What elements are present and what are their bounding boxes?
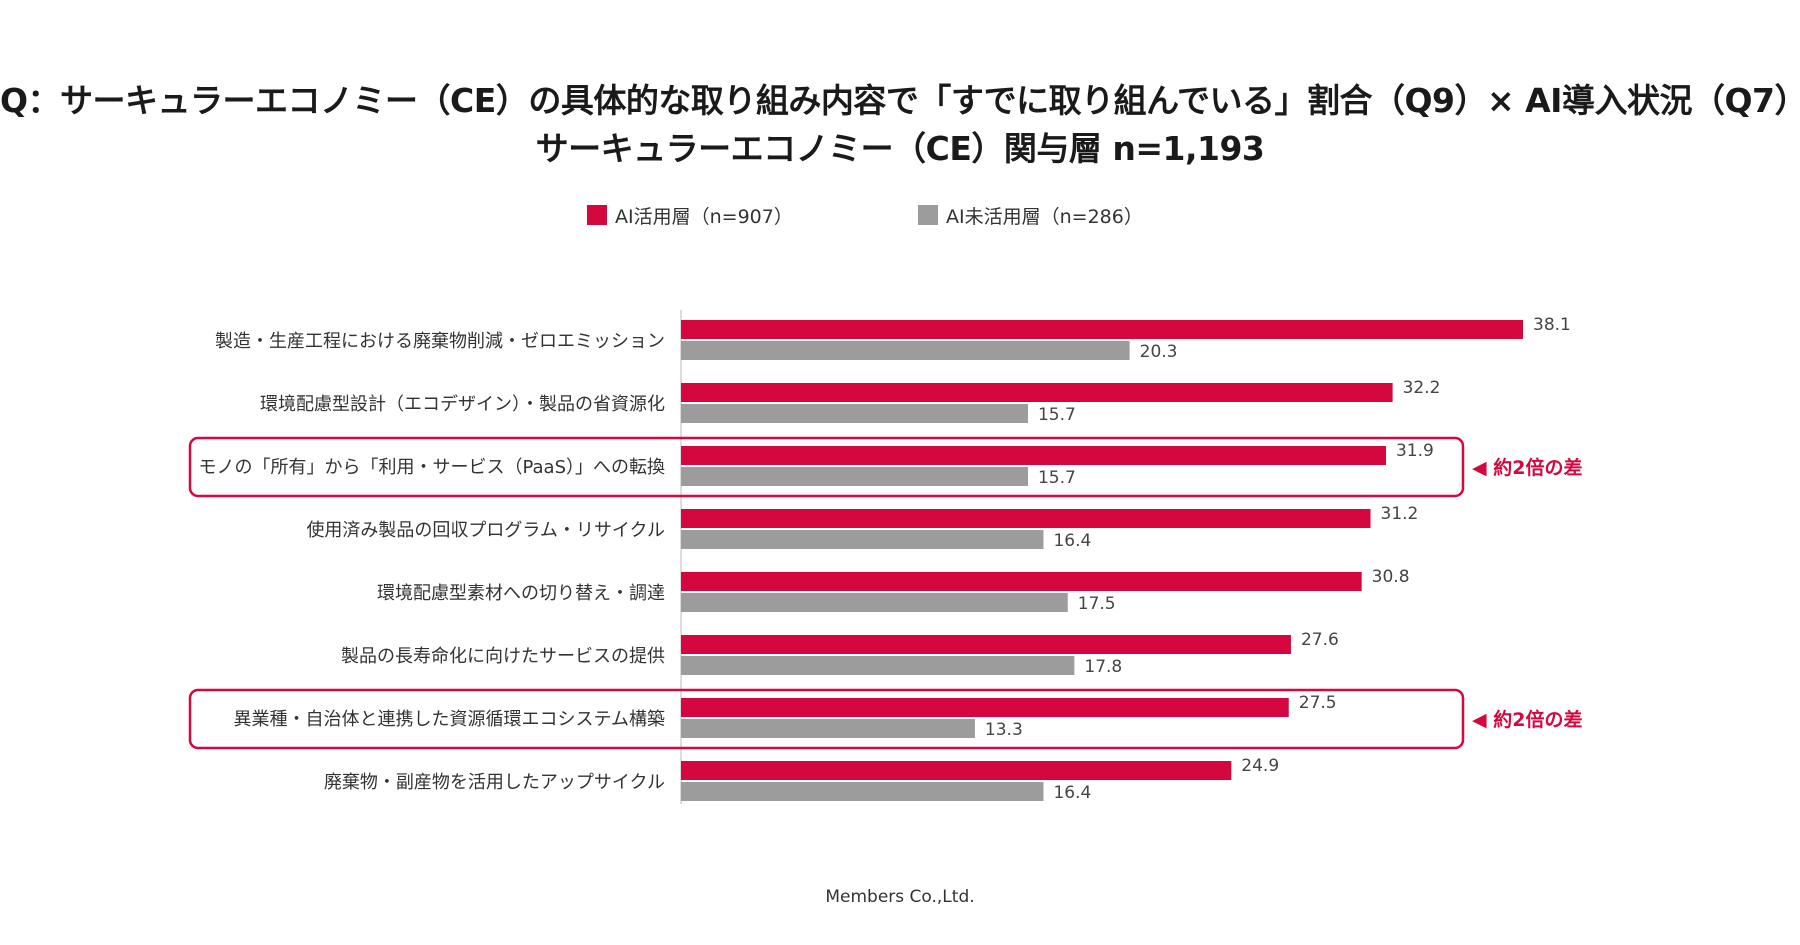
value-label-ai: 30.8 [1372,567,1410,587]
bar-non-ai [681,719,975,738]
category-label: 環境配慮型設計（エコデザイン）・製品の省資源化 [260,394,665,415]
bar-ai [681,761,1232,780]
bar-ai [681,446,1386,465]
bar-non-ai [681,530,1044,549]
annotation-label-0: ◀ 約2倍の差 [1472,456,1582,479]
category-label: 製造・生産工程における廃棄物削減・ゼロエミッション [215,331,665,352]
bar-ai [681,383,1393,402]
category-label: 異業種・自治体と連携した資源循環エコシステム構築 [234,709,665,730]
category-label: 環境配慮型素材への切り替え・調達 [377,583,665,604]
footer-credit: Members Co.,Ltd. [825,887,975,907]
bar-ai [681,509,1371,528]
category-label: 使用済み製品の回収プログラム・リサイクル [306,520,665,541]
value-label-non-ai: 17.5 [1078,594,1116,614]
bar-ai [681,635,1291,654]
value-label-ai: 27.6 [1301,630,1339,650]
value-label-ai: 38.1 [1533,315,1571,335]
legend-swatch-ai [587,205,607,225]
bar-ai [681,320,1524,339]
value-label-non-ai: 16.4 [1053,783,1091,803]
bar-non-ai [681,404,1028,423]
legend-swatch-non-ai [918,205,938,225]
value-label-non-ai: 15.7 [1038,405,1076,425]
bar-non-ai [681,467,1028,486]
chart-subtitle: サーキュラーエコノミー（CE）関与層 n=1,193 [535,129,1265,168]
value-label-non-ai: 16.4 [1053,531,1091,551]
category-label: 廃棄物・副産物を活用したアップサイクル [324,772,665,793]
highlight-box-0 [188,436,1465,498]
value-label-non-ai: 13.3 [985,720,1023,740]
value-label-ai: 27.5 [1299,693,1337,713]
annotation-label-1: ◀ 約2倍の差 [1472,708,1582,731]
legend-label-ai: AI活用層（n=907） [615,205,793,228]
legend-item-non-ai: AI未活用層（n=286） [918,203,1143,228]
value-label-non-ai: 20.3 [1140,342,1178,362]
value-label-ai: 31.2 [1381,504,1419,524]
value-label-non-ai: 15.7 [1038,468,1076,488]
value-label-non-ai: 17.8 [1084,657,1122,677]
value-label-ai: 32.2 [1403,378,1441,398]
chart-title: Q：サーキュラーエコノミー（CE）の具体的な取り組み内容で「すでに取り組んでいる… [0,81,1800,120]
value-label-ai: 31.9 [1396,441,1434,461]
highlight-box-1 [188,688,1465,750]
bar-ai [681,572,1362,591]
category-label: 製品の長寿命化に向けたサービスの提供 [341,646,665,667]
bar-non-ai [681,341,1130,360]
bar-non-ai [681,593,1068,612]
bar-non-ai [681,656,1075,675]
legend-item-ai: AI活用層（n=907） [587,203,793,228]
value-label-ai: 24.9 [1241,756,1279,776]
category-label: モノの「所有」から「利用・サービス（PaaS）」への転換 [198,457,665,478]
bar-ai [681,698,1289,717]
legend-label-non-ai: AI未活用層（n=286） [946,205,1143,228]
bar-non-ai [681,782,1044,801]
